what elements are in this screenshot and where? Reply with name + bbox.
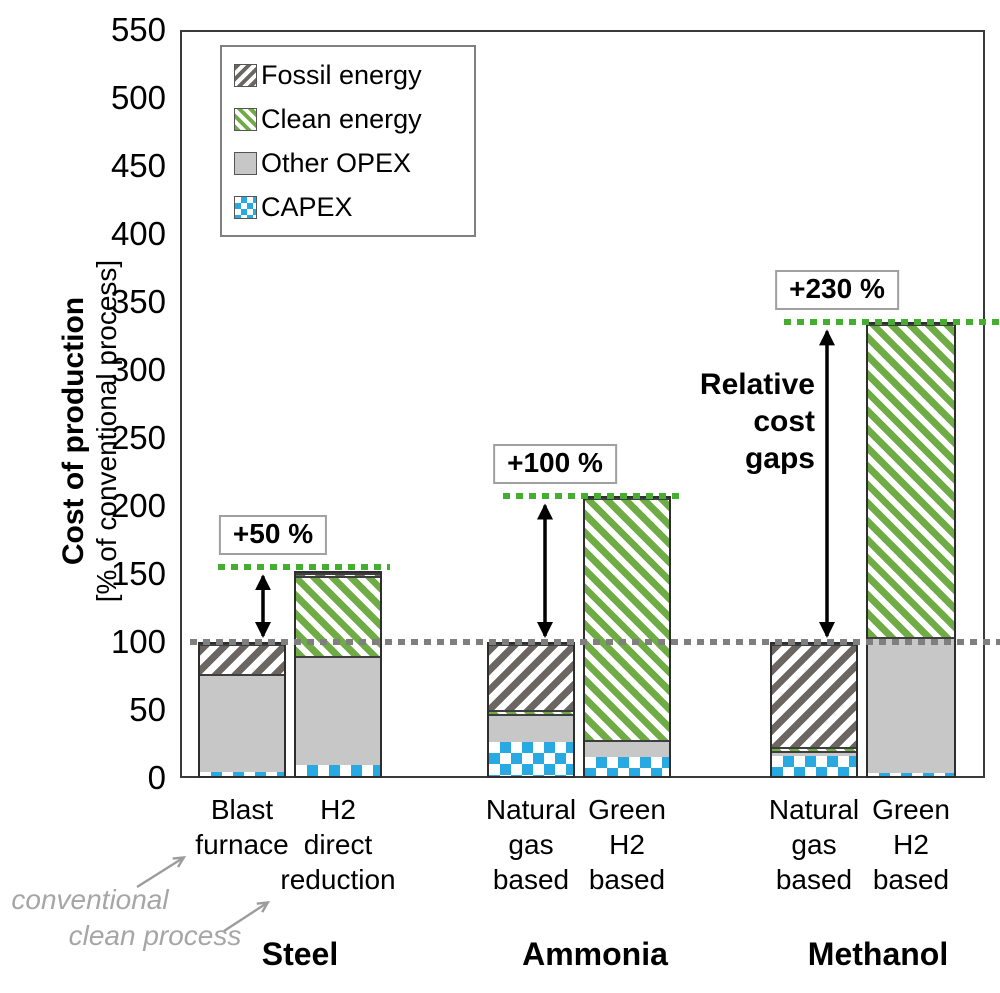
bar-steel-conventional	[198, 642, 286, 778]
group-label-methanol: Methanol	[807, 936, 949, 972]
bar-segment-fossil-steel-clean	[296, 572, 380, 576]
plot-area	[180, 30, 1000, 778]
y-tick-label-500: 500	[110, 79, 166, 116]
legend-label-fossil-energy: Fossil energy	[261, 59, 422, 90]
bar-segment-opex-methanol-clean	[868, 637, 954, 774]
gap-line-steel	[218, 564, 390, 571]
x-tick-label-ammonia-conventional: Natural gas based	[485, 794, 577, 895]
x-tick-label-ammonia-clean: Green H2 based	[588, 794, 666, 895]
bar-segment-clean-methanol-clean	[868, 324, 954, 638]
bar-ammonia-clean	[583, 496, 671, 778]
bar-segment-capex-steel-clean	[296, 765, 380, 776]
relative-cost-gaps-line3: gaps	[744, 442, 815, 475]
y-tick-label-200: 200	[110, 487, 166, 524]
bar-segment-clean-methanol-conventional	[772, 746, 856, 751]
y-tick-label-300: 300	[110, 351, 166, 388]
legend-item-capex: CAPEX	[234, 185, 474, 229]
legend-item-clean-energy: Clean energy	[234, 97, 474, 141]
bar-segment-capex-methanol-clean	[868, 773, 954, 776]
x-tick-label-methanol-clean: Green H2 based	[872, 794, 950, 895]
fossil-energy-hatch-swatch-icon	[234, 63, 257, 87]
x-tick-label-steel-conventional: Blast furnace	[195, 794, 289, 860]
bar-segment-fossil-ammonia-conventional	[489, 644, 573, 710]
bar-segment-opex-ammonia-conventional	[489, 713, 573, 742]
relative-cost-gaps-line1: Relative	[699, 368, 815, 401]
bar-segment-capex-methanol-conventional	[772, 756, 856, 776]
x-tick-label-methanol-conventional: Natural gas based	[768, 794, 860, 895]
y-tick-label-450: 450	[110, 147, 166, 184]
bar-methanol-conventional	[770, 642, 858, 778]
bar-segment-fossil-steel-conventional	[200, 644, 284, 675]
relative-cost-gaps-label: Relative cost gaps	[575, 366, 815, 477]
y-tick-label-250: 250	[110, 419, 166, 456]
bar-segment-capex-ammonia-conventional	[489, 741, 573, 776]
y-tick-label-0: 0	[147, 759, 166, 796]
y-tick-label-550: 550	[110, 11, 166, 48]
y-tick-label-50: 50	[129, 691, 166, 728]
bar-segment-clean-ammonia-conventional	[489, 710, 573, 714]
gap-label-box-methanol: +230 %	[775, 270, 899, 311]
gap-line-methanol	[784, 319, 1000, 326]
bar-segment-clean-ammonia-clean	[585, 498, 669, 740]
conventional-label: conventional	[11, 884, 169, 915]
clean-energy-hatch-swatch-icon	[234, 107, 257, 131]
gap-line-ammonia	[503, 493, 682, 500]
gap-label-box-steel: +50 %	[218, 515, 328, 556]
bar-ammonia-conventional	[487, 642, 575, 778]
group-label-steel: Steel	[261, 936, 339, 972]
other-opex-swatch-icon	[234, 151, 257, 175]
bar-segment-opex-steel-clean	[296, 655, 380, 766]
legend-item-other-opex: Other OPEX	[234, 141, 474, 185]
conventional-arrow-icon	[136, 856, 187, 889]
bar-steel-clean	[294, 570, 382, 778]
bar-segment-opex-ammonia-clean	[585, 739, 669, 758]
capex-checker-swatch-icon	[234, 195, 257, 219]
x-tick-label-steel-clean: H2 direct reduction	[280, 794, 396, 895]
legend-label-clean-energy: Clean energy	[261, 103, 422, 134]
legend-item-fossil-energy: Fossil energy	[234, 53, 474, 97]
y-tick-label-150: 150	[110, 555, 166, 592]
y-tick-label-100: 100	[110, 623, 166, 660]
y-tick-label-400: 400	[110, 215, 166, 252]
clean-process-label: clean process	[68, 920, 242, 951]
y-tick-label-350: 350	[110, 283, 166, 320]
bar-segment-opex-steel-conventional	[200, 674, 284, 773]
legend-label-capex: CAPEX	[261, 191, 353, 222]
bar-segment-capex-steel-conventional	[200, 772, 284, 776]
legend-label-other-opex: Other OPEX	[261, 147, 412, 178]
bar-segment-opex-methanol-conventional	[772, 750, 856, 757]
bar-segment-fossil-methanol-conventional	[772, 644, 856, 747]
group-label-ammonia: Ammonia	[522, 936, 668, 972]
bar-segment-capex-ammonia-clean	[585, 757, 669, 776]
bar-methanol-clean	[866, 322, 956, 778]
legend: Fossil energy Clean energy Other OPEX CA…	[220, 45, 476, 237]
relative-cost-gaps-line2: cost	[753, 405, 815, 438]
reference-line-100	[190, 639, 1000, 645]
gap-label-box-ammonia: +100 %	[493, 444, 617, 485]
